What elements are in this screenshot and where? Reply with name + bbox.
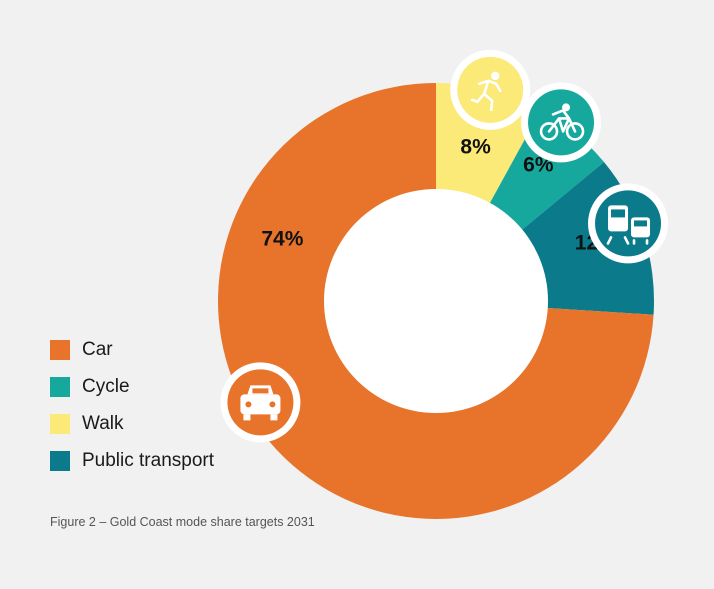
legend-swatch-public-transport: [50, 450, 70, 471]
legend-label-walk: Walk: [82, 412, 124, 434]
value-label-walk: 8%: [460, 135, 491, 158]
train-bus-icon: [588, 183, 669, 264]
legend-item-cycle: Cycle: [50, 375, 214, 398]
legend-label-public-transport: Public transport: [82, 449, 215, 471]
legend-item-public-transport: Public transport: [50, 449, 214, 472]
legend-item-walk: Walk: [50, 412, 214, 435]
legend-swatch-walk: [50, 413, 70, 434]
legend: Car Cycle Walk Public transport: [50, 338, 214, 486]
car-icon: [220, 362, 301, 443]
legend-swatch-car: [50, 339, 70, 360]
legend-label-car: Car: [82, 338, 113, 360]
donut-hole: [324, 189, 548, 413]
legend-label-cycle: Cycle: [82, 375, 130, 397]
cyclist-icon: [521, 82, 602, 163]
legend-swatch-cycle: [50, 376, 70, 397]
value-label-car: 74%: [261, 227, 303, 250]
runner-icon: [450, 49, 531, 130]
figure-caption: Figure 2 – Gold Coast mode share targets…: [50, 515, 315, 529]
legend-item-car: Car: [50, 338, 214, 361]
